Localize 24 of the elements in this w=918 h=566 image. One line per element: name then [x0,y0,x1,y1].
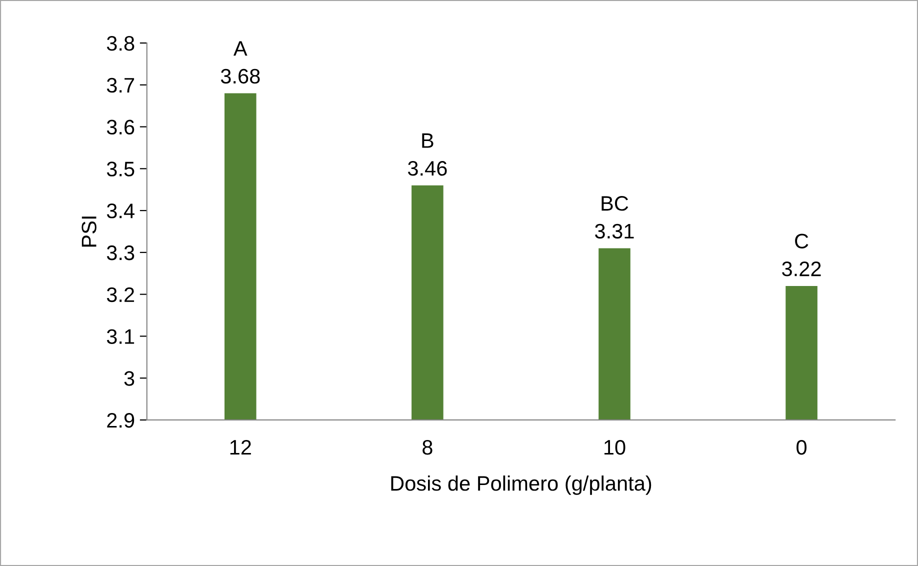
y-tick-label: 3.3 [106,245,134,260]
annotation: B [422,133,434,148]
data-label: 3.46 [408,160,447,176]
x-tick-label: 10 [604,440,626,455]
y-axis-title: PSI [82,216,96,247]
y-tick-label: 3.4 [106,204,134,218]
x-tick-label: 12 [230,440,251,455]
annotation: BC [602,196,628,211]
annotation: C [795,234,808,248]
x-tick-label: 8 [422,440,432,455]
data-label: 3.31 [595,224,634,239]
x-tick-label: 0 [796,440,807,455]
y-tick-label: 2.9 [107,412,134,428]
y-tick-label: 3.7 [106,78,134,93]
annotation: A [233,41,248,56]
y-tick-label: 3.5 [106,162,134,176]
data-label: 3.68 [220,68,260,84]
y-tick-label: 3.6 [106,120,134,135]
x-axis-title: Dosis de Polimero (g/planta) [391,476,652,495]
y-tick-label: 3.2 [106,287,134,302]
y-tick-label: 3.8 [106,36,134,51]
y-tick-label: 3.1 [106,329,134,344]
data-label: 3.22 [782,262,821,276]
y-tick-label: 3 [124,371,134,386]
